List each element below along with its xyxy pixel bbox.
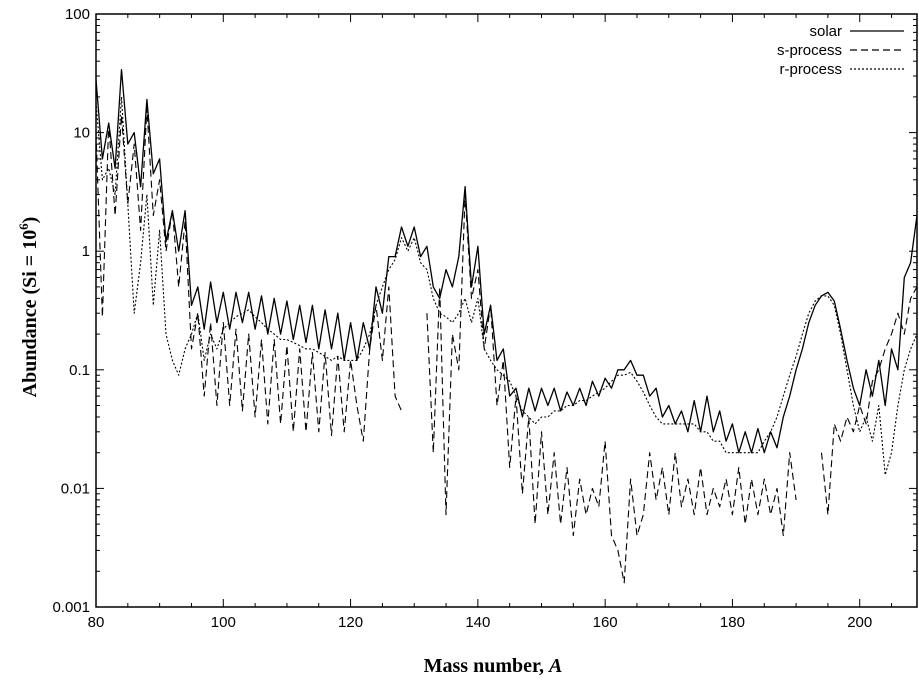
series-lines	[95, 68, 918, 584]
series-line-solar	[95, 68, 918, 454]
y-tick-label: 0.01	[61, 480, 90, 497]
plot-frame	[95, 13, 918, 608]
y-axis-title-sup: 6	[16, 223, 31, 230]
x-axis-title-main: Mass number,	[424, 655, 549, 677]
x-tick-label: 100	[211, 614, 236, 631]
y-axis-title-end: )	[19, 217, 41, 224]
x-axis-title: Mass number, A	[424, 655, 563, 677]
y-tick-label: 100	[65, 6, 90, 23]
axis-ticks: 80 100 120 140 160 180 200 0.001 0.01 0.1 1 10 100	[52, 6, 917, 631]
y-axis-title-main: Abundance (Si = 10	[19, 230, 41, 398]
legend-label: solar	[809, 23, 842, 40]
x-tick-label: 140	[465, 614, 490, 631]
y-tick-label: 0.1	[69, 362, 90, 379]
series-line-s-process	[95, 107, 918, 584]
y-tick-label: 0.001	[52, 599, 90, 616]
x-tick-label: 80	[88, 614, 105, 631]
series-line-r-process	[95, 96, 918, 476]
legend-label: r-process	[779, 61, 842, 78]
x-tick-label: 120	[338, 614, 363, 631]
plot-area	[95, 13, 918, 608]
y-tick-label: 1	[82, 243, 90, 260]
legend: solar s-process r-process	[777, 23, 904, 78]
x-tick-label: 180	[720, 614, 745, 631]
x-tick-label: 160	[593, 614, 618, 631]
x-axis-title-italic: A	[547, 655, 562, 677]
x-tick-label: 200	[847, 614, 872, 631]
y-axis-title: Abundance (Si = 106)	[16, 217, 41, 398]
y-tick-label: 10	[73, 125, 90, 142]
legend-label: s-process	[777, 42, 842, 59]
